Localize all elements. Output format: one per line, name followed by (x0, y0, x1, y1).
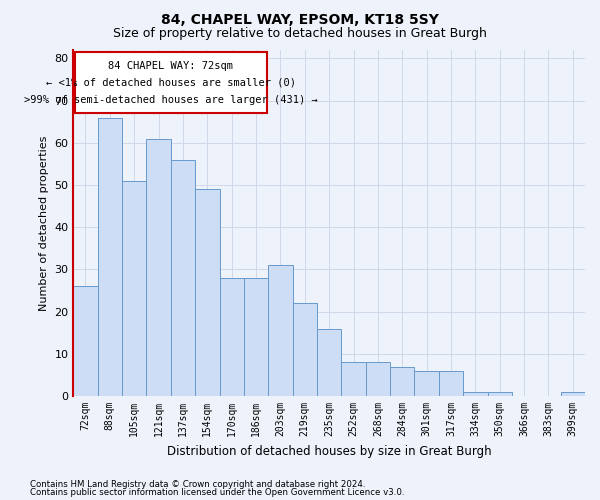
Bar (317, 328, 341, 396)
Bar (293, 303, 317, 396)
Bar (220, 278, 244, 396)
Text: Contains HM Land Registry data © Crown copyright and database right 2024.: Contains HM Land Registry data © Crown c… (30, 480, 365, 489)
Bar (73, 286, 98, 396)
Text: 84 CHAPEL WAY: 72sqm: 84 CHAPEL WAY: 72sqm (108, 60, 233, 70)
X-axis label: Distribution of detached houses by size in Great Burgh: Distribution of detached houses by size … (167, 444, 491, 458)
Bar (146, 138, 171, 396)
Bar (98, 118, 122, 396)
Bar (488, 392, 512, 396)
Bar (244, 278, 268, 396)
Bar (366, 362, 390, 396)
Bar (122, 181, 146, 396)
Bar (171, 160, 195, 396)
Y-axis label: Number of detached properties: Number of detached properties (39, 136, 49, 310)
Bar (341, 362, 366, 396)
Bar (463, 392, 488, 396)
Text: Contains public sector information licensed under the Open Government Licence v3: Contains public sector information licen… (30, 488, 404, 497)
Text: >99% of semi-detached houses are larger (431) →: >99% of semi-detached houses are larger … (24, 95, 317, 105)
Bar (390, 366, 415, 396)
Bar (268, 265, 293, 396)
Bar (415, 370, 439, 396)
Bar (74, 52, 267, 114)
Bar (560, 392, 585, 396)
Bar (195, 190, 220, 396)
Text: 84, CHAPEL WAY, EPSOM, KT18 5SY: 84, CHAPEL WAY, EPSOM, KT18 5SY (161, 12, 439, 26)
Text: Size of property relative to detached houses in Great Burgh: Size of property relative to detached ho… (113, 28, 487, 40)
Bar (439, 370, 463, 396)
Text: ← <1% of detached houses are smaller (0): ← <1% of detached houses are smaller (0) (46, 78, 296, 88)
